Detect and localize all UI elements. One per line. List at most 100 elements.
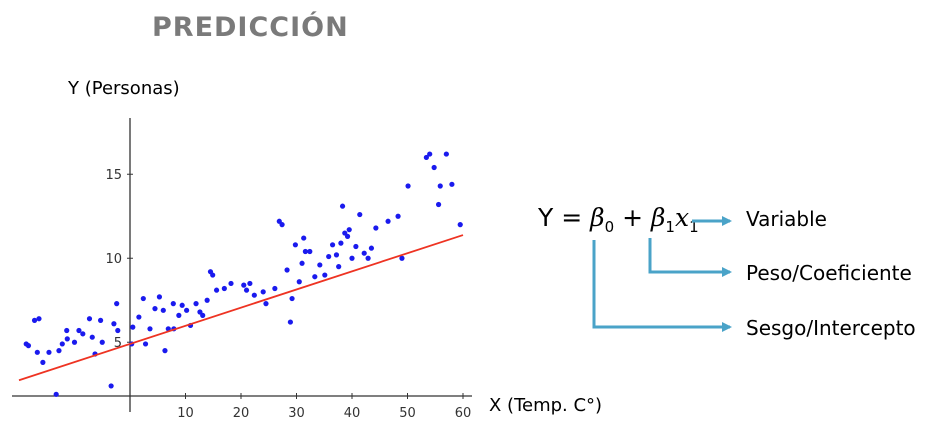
variable-label: Variable (746, 207, 827, 231)
data-point (339, 203, 346, 209)
data-point (213, 287, 220, 293)
y-tick-label: 15 (105, 168, 122, 183)
peso-arrow (648, 238, 732, 277)
data-point (338, 240, 344, 246)
data-point (147, 326, 153, 332)
x-tick-label: 20 (233, 406, 250, 421)
sesgo-arrow (592, 240, 732, 332)
data-point (344, 233, 351, 239)
data-point (86, 316, 93, 322)
formula-beta0-sub: 0 (604, 218, 615, 236)
data-point (56, 348, 62, 354)
data-point (99, 339, 105, 345)
data-point (152, 306, 158, 312)
data-point (34, 349, 40, 355)
data-point (299, 260, 305, 266)
data-point (346, 227, 352, 233)
data-point (457, 222, 463, 228)
data-point (36, 316, 42, 322)
data-point (25, 343, 32, 349)
data-point (156, 294, 163, 300)
data-point (437, 183, 443, 189)
data-point (423, 154, 429, 161)
data-point (64, 336, 70, 342)
page-title: PREDICCIÓN (152, 12, 349, 43)
data-point (292, 242, 298, 248)
data-point (193, 301, 199, 307)
data-point (431, 164, 437, 171)
data-point (179, 302, 185, 308)
data-point (287, 319, 293, 325)
x-tick-label: 10 (177, 406, 194, 421)
data-point (353, 243, 359, 250)
data-point (115, 327, 121, 334)
scatter-points (23, 151, 463, 397)
data-point (204, 297, 210, 303)
data-point (31, 317, 38, 323)
data-point (46, 349, 52, 355)
data-point (317, 262, 323, 268)
data-point (427, 151, 433, 157)
data-point (142, 341, 149, 347)
data-point (357, 211, 363, 218)
data-point (162, 348, 168, 354)
data-point (251, 292, 257, 298)
data-point (228, 280, 234, 287)
y-tick-label: 5 (114, 336, 122, 351)
fit-line (18, 234, 464, 382)
data-point (200, 312, 206, 318)
data-point (64, 327, 70, 334)
data-point (385, 218, 391, 224)
data-point (243, 287, 250, 293)
data-point (114, 301, 120, 307)
data-point (405, 183, 411, 189)
chart-ticks: 10 20 30 40 50 60 5 10 15 (105, 168, 471, 421)
x-tick-label: 50 (399, 406, 416, 421)
data-point (296, 279, 302, 285)
data-point (71, 339, 78, 345)
data-point (301, 235, 307, 241)
data-point (247, 280, 253, 287)
data-point (170, 301, 176, 307)
data-point (221, 285, 227, 292)
data-point (365, 255, 371, 261)
data-point (59, 341, 65, 347)
x-tick-label: 40 (344, 406, 361, 421)
data-point (336, 264, 342, 270)
formula-beta1-sub: 1 (665, 218, 675, 236)
formula-plus: + (614, 203, 651, 232)
data-point (184, 307, 190, 313)
data-point (176, 312, 182, 318)
data-point (140, 295, 146, 302)
chart-axes (12, 118, 472, 412)
regression-formula: Y = β0 + β1x1 (538, 203, 699, 236)
data-point (53, 391, 59, 397)
data-point (130, 324, 136, 330)
data-point (449, 181, 455, 187)
data-point (241, 282, 247, 288)
data-point (108, 383, 114, 389)
data-point (435, 201, 442, 208)
data-point (349, 255, 355, 261)
data-point (263, 301, 269, 307)
data-point (368, 245, 375, 251)
peso-label: Peso/Coeficiente (746, 261, 912, 285)
x-tick-label: 30 (288, 406, 305, 421)
data-point (395, 213, 401, 219)
data-point (302, 248, 308, 255)
data-point (326, 253, 332, 260)
formula-x1: x (674, 203, 690, 232)
data-point (279, 222, 285, 228)
data-point (312, 274, 318, 280)
y-tick-label: 10 (105, 252, 122, 267)
formula-beta1: β (650, 203, 666, 232)
sesgo-label: Sesgo/Intercepto (746, 316, 916, 340)
data-point (443, 151, 449, 157)
data-point (260, 289, 266, 295)
data-point (284, 267, 290, 273)
data-point (89, 334, 95, 340)
data-point (97, 317, 104, 323)
data-point (329, 242, 336, 248)
